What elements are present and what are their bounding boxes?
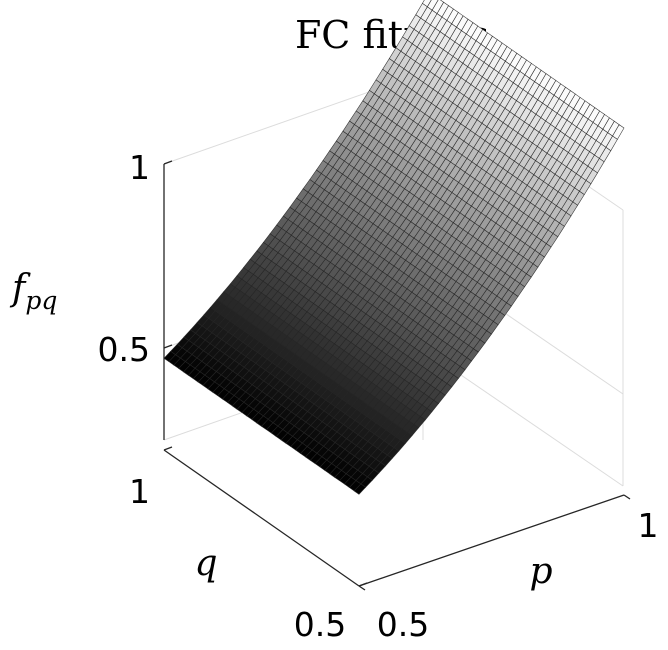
z-tick-mark-0.5 — [163, 344, 173, 349]
surface-patch — [163, 350, 176, 362]
q-tick-label-1: 1 — [129, 472, 150, 511]
q-tick-mark-1 — [163, 446, 173, 451]
p-tick-label-0.5: 0.5 — [377, 605, 429, 644]
z-axis-label-subscript: pq — [25, 286, 57, 315]
q-axis-line — [163, 449, 360, 587]
fitness-surface-mesh — [163, 0, 625, 495]
p-tick-label-1: 1 — [638, 506, 659, 545]
p-axis-label: p — [529, 551, 552, 592]
p-tick-mark-1 — [623, 494, 631, 500]
axis-lines — [163, 160, 631, 591]
axis-labels: 1 0.5 fpq 1 0.5 q 0.5 1 p — [9, 148, 659, 644]
q-tick-mark-0.5 — [358, 582, 368, 587]
q-axis-label: q — [194, 543, 217, 584]
z-axis-label: fpq — [9, 268, 57, 315]
z-tick-label-0.5: 0.5 — [98, 330, 150, 369]
z-tick-mark-1 — [163, 160, 173, 165]
q-tick-label-0.5: 0.5 — [294, 605, 346, 644]
z-tick-label-1: 1 — [129, 148, 150, 187]
p-tick-mark-0.5 — [358, 585, 366, 591]
p-axis-line — [358, 494, 625, 587]
